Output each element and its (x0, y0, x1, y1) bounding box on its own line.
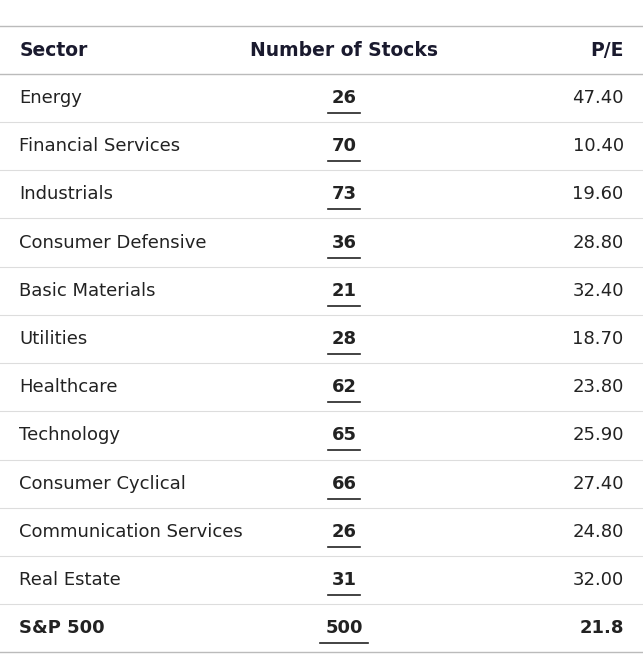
Text: 70: 70 (332, 137, 356, 155)
Text: 32.00: 32.00 (572, 571, 624, 589)
Text: Energy: Energy (19, 89, 82, 107)
Text: 21.8: 21.8 (579, 619, 624, 637)
Text: Real Estate: Real Estate (19, 571, 121, 589)
Text: Communication Services: Communication Services (19, 523, 243, 541)
Text: 62: 62 (332, 378, 356, 396)
Text: 18.70: 18.70 (572, 330, 624, 348)
Text: Sector: Sector (19, 41, 87, 59)
Text: 36: 36 (332, 233, 356, 252)
Text: 28: 28 (331, 330, 357, 348)
Text: P/E: P/E (590, 41, 624, 59)
Text: S&P 500: S&P 500 (19, 619, 105, 637)
Text: 24.80: 24.80 (572, 523, 624, 541)
Text: 47.40: 47.40 (572, 89, 624, 107)
Text: Industrials: Industrials (19, 185, 113, 204)
Text: Technology: Technology (19, 426, 120, 444)
Text: 28.80: 28.80 (572, 233, 624, 252)
Text: 25.90: 25.90 (572, 426, 624, 444)
Text: 27.40: 27.40 (572, 474, 624, 493)
Text: 500: 500 (325, 619, 363, 637)
Text: Healthcare: Healthcare (19, 378, 118, 396)
Text: Number of Stocks: Number of Stocks (250, 41, 438, 59)
Text: 32.40: 32.40 (572, 282, 624, 300)
Text: 73: 73 (332, 185, 356, 204)
Text: 26: 26 (332, 523, 356, 541)
Text: 21: 21 (332, 282, 356, 300)
Text: 10.40: 10.40 (572, 137, 624, 155)
Text: Consumer Cyclical: Consumer Cyclical (19, 474, 186, 493)
Text: 26: 26 (332, 89, 356, 107)
Text: Financial Services: Financial Services (19, 137, 181, 155)
Text: 65: 65 (332, 426, 356, 444)
Text: 19.60: 19.60 (572, 185, 624, 204)
Text: Basic Materials: Basic Materials (19, 282, 156, 300)
Text: 23.80: 23.80 (572, 378, 624, 396)
Text: Utilities: Utilities (19, 330, 87, 348)
Text: Consumer Defensive: Consumer Defensive (19, 233, 207, 252)
Text: 66: 66 (332, 474, 356, 493)
Text: 31: 31 (332, 571, 356, 589)
